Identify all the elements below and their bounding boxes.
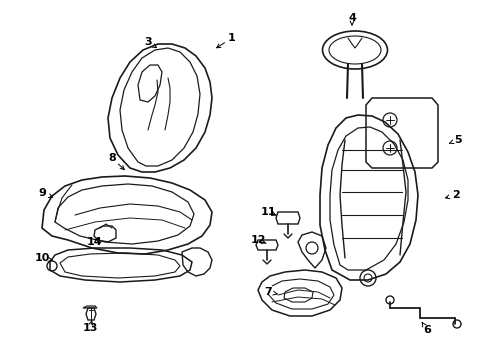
Text: 1: 1 [228,33,235,43]
Text: 14: 14 [87,237,102,247]
Text: 10: 10 [34,253,50,263]
Text: 3: 3 [144,37,151,47]
Text: 2: 2 [451,190,459,200]
Text: 4: 4 [347,13,355,23]
Text: 11: 11 [260,207,275,217]
Text: 8: 8 [108,153,116,163]
Text: 5: 5 [453,135,461,145]
Text: 7: 7 [264,287,271,297]
Text: 9: 9 [38,188,46,198]
Text: 12: 12 [250,235,265,245]
Text: 13: 13 [82,323,98,333]
Text: 6: 6 [422,325,430,335]
